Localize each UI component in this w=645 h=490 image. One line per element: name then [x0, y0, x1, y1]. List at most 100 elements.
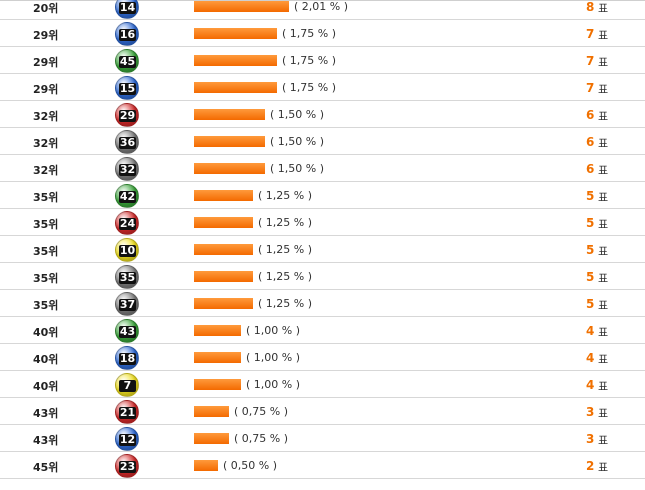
lotto-ball-icon: 37: [115, 292, 139, 316]
rank-label: 40위: [33, 353, 59, 366]
ball-number: 45: [119, 55, 136, 68]
percent-bar: [194, 217, 253, 228]
lotto-ball-icon: 42: [115, 184, 139, 208]
table-row: 32위 36 ( 1,50 % ) 6 표: [0, 128, 645, 155]
vote-unit-label: 표: [598, 353, 609, 366]
lotto-ball-icon: 35: [115, 265, 139, 289]
rank-label: 43위: [33, 434, 59, 447]
table-row: 43위 12 ( 0,75 % ) 3 표: [0, 425, 645, 452]
lotto-ball-icon: 24: [115, 211, 139, 235]
vote-count: 3: [586, 432, 595, 446]
percent-text: ( 0,75 % ): [234, 405, 289, 418]
table-row: 40위 18 ( 1,00 % ) 4 표: [0, 344, 645, 371]
rank-label: 32위: [33, 164, 59, 177]
table-row: 40위 7 ( 1,00 % ) 4 표: [0, 371, 645, 398]
vote-count: 2: [586, 459, 595, 473]
lotto-ball-icon: 7: [115, 373, 139, 397]
vote-unit-label: 표: [598, 29, 609, 42]
percent-text: ( 1,25 % ): [258, 243, 313, 256]
percent-bar: [194, 352, 241, 363]
vote-count: 7: [586, 27, 595, 41]
percent-text: ( 1,00 % ): [246, 324, 301, 337]
rank-label: 32위: [33, 137, 59, 150]
table-row: 29위 16 ( 1,75 % ) 7 표: [0, 20, 645, 47]
vote-unit-label: 표: [598, 137, 609, 150]
rank-label: 20위: [33, 2, 59, 15]
rank-label: 29위: [33, 29, 59, 42]
vote-unit-label: 표: [598, 110, 609, 123]
vote-count: 5: [586, 243, 595, 257]
ball-number: 21: [119, 406, 136, 419]
vote-count: 4: [586, 378, 595, 392]
vote-unit-label: 표: [598, 407, 609, 420]
table-row: 35위 24 ( 1,25 % ) 5 표: [0, 209, 645, 236]
percent-bar: [194, 244, 253, 255]
percent-text: ( 1,50 % ): [270, 162, 325, 175]
lotto-ball-icon: 32: [115, 157, 139, 181]
lotto-ball-icon: 21: [115, 400, 139, 424]
percent-bar: [194, 298, 253, 309]
ball-number: 23: [119, 460, 136, 473]
vote-unit-label: 표: [598, 164, 609, 177]
rank-label: 29위: [33, 83, 59, 96]
rank-label: 43위: [33, 407, 59, 420]
lotto-ball-icon: 14: [115, 0, 139, 19]
ball-number: 16: [119, 28, 136, 41]
vote-count: 4: [586, 351, 595, 365]
ball-number: 42: [119, 190, 136, 203]
percent-text: ( 1,00 % ): [246, 378, 301, 391]
table-row: 20위 14 ( 2,01 % ) 8 표: [0, 0, 645, 20]
vote-count: 3: [586, 405, 595, 419]
percent-text: ( 1,75 % ): [282, 54, 337, 67]
percent-bar: [194, 163, 265, 174]
percent-text: ( 0,50 % ): [223, 459, 278, 472]
percent-text: ( 1,75 % ): [282, 27, 337, 40]
ball-number: 12: [119, 433, 136, 446]
percent-text: ( 0,75 % ): [234, 432, 289, 445]
vote-count: 7: [586, 54, 595, 68]
table-row: 35위 42 ( 1,25 % ) 5 표: [0, 182, 645, 209]
ball-number: 37: [119, 298, 136, 311]
table-row: 40위 43 ( 1,00 % ) 4 표: [0, 317, 645, 344]
ball-number: 7: [119, 380, 136, 392]
rank-label: 35위: [33, 299, 59, 312]
vote-unit-label: 표: [598, 191, 609, 204]
percent-bar: [194, 271, 253, 282]
percent-bar: [194, 109, 265, 120]
vote-count: 8: [586, 0, 595, 14]
ball-number: 43: [119, 325, 136, 338]
vote-count: 5: [586, 216, 595, 230]
rank-label: 40위: [33, 326, 59, 339]
vote-count: 6: [586, 162, 595, 176]
lotto-ball-icon: 23: [115, 454, 139, 478]
vote-unit-label: 표: [598, 56, 609, 69]
vote-count: 5: [586, 297, 595, 311]
lotto-ball-icon: 10: [115, 238, 139, 262]
percent-text: ( 1,25 % ): [258, 270, 313, 283]
vote-count: 5: [586, 189, 595, 203]
percent-text: ( 1,50 % ): [270, 135, 325, 148]
percent-text: ( 1,75 % ): [282, 81, 337, 94]
rank-label: 35위: [33, 245, 59, 258]
percent-bar: [194, 325, 241, 336]
percent-text: ( 1,50 % ): [270, 108, 325, 121]
vote-count: 6: [586, 108, 595, 122]
vote-unit-label: 표: [598, 272, 609, 285]
table-row: 43위 21 ( 0,75 % ) 3 표: [0, 398, 645, 425]
percent-bar: [194, 433, 229, 444]
ball-number: 35: [119, 271, 136, 284]
percent-text: ( 1,25 % ): [258, 297, 313, 310]
ball-number: 18: [119, 352, 136, 365]
percent-text: ( 1,25 % ): [258, 216, 313, 229]
percent-bar: [194, 136, 265, 147]
ball-number: 29: [119, 109, 136, 122]
ball-number: 15: [119, 82, 136, 95]
ball-number: 32: [119, 163, 136, 176]
vote-unit-label: 표: [598, 83, 609, 96]
ball-number: 10: [119, 244, 136, 257]
vote-unit-label: 표: [598, 461, 609, 474]
lotto-ball-icon: 16: [115, 22, 139, 46]
vote-unit-label: 표: [598, 2, 609, 15]
vote-count: 4: [586, 324, 595, 338]
ball-number: 14: [119, 1, 136, 14]
